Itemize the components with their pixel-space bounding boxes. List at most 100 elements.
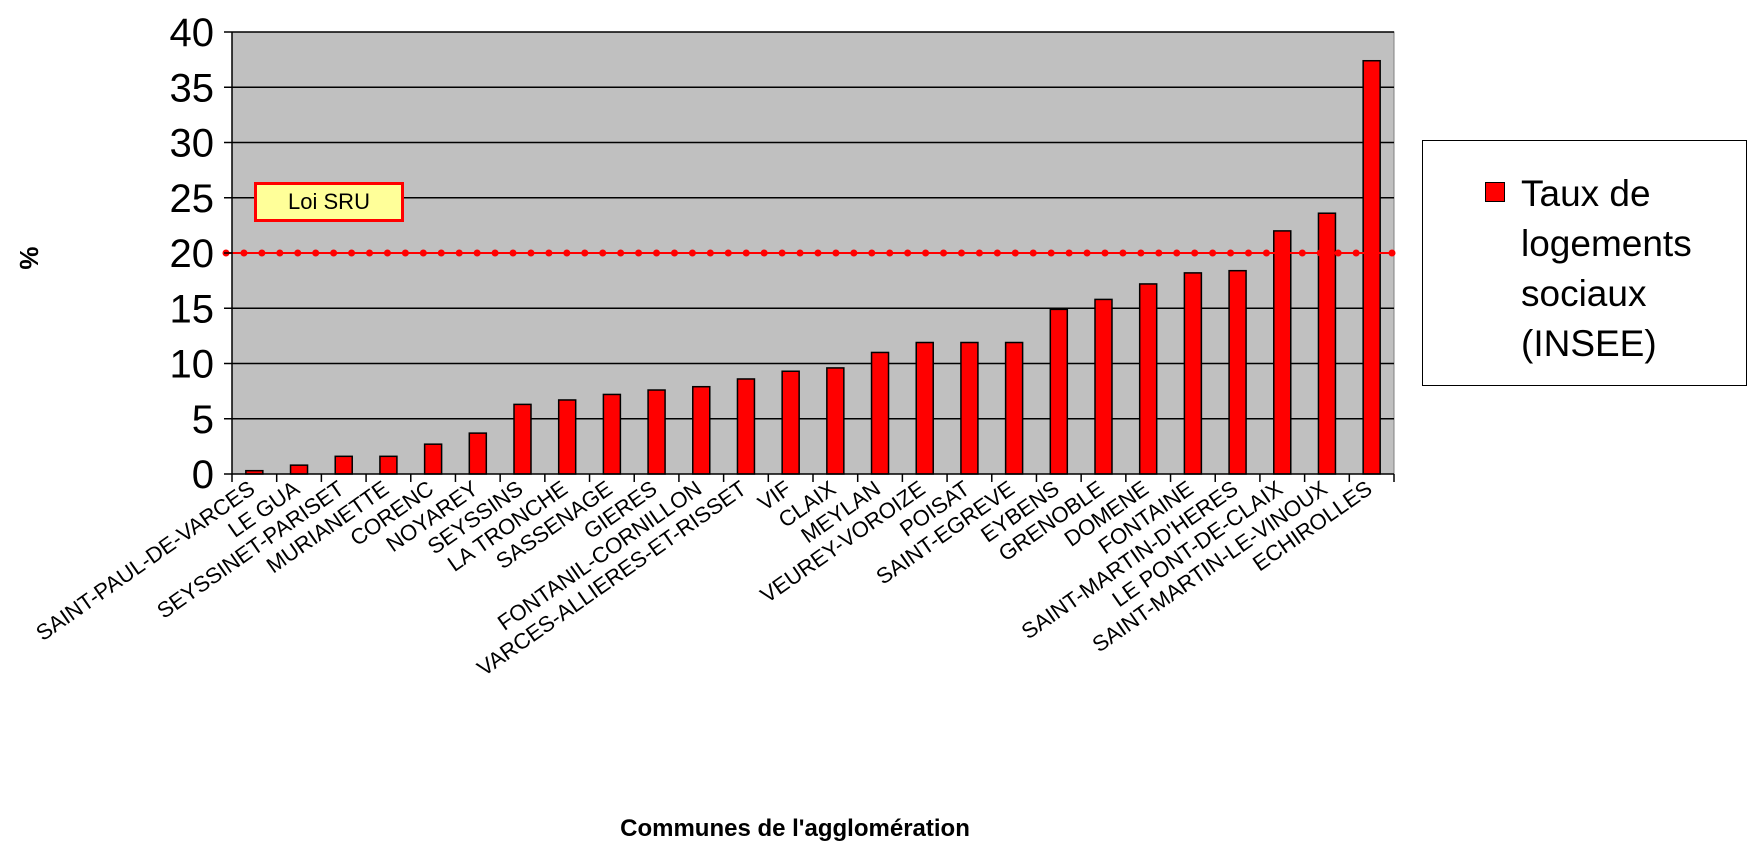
- reference-dot: [312, 249, 320, 257]
- reference-dot: [635, 249, 643, 257]
- reference-dot: [1280, 249, 1288, 257]
- legend: Taux de logements sociaux (INSEE): [1422, 140, 1747, 386]
- reference-dot: [599, 249, 607, 257]
- bar: [1094, 298, 1113, 475]
- bar: [1183, 272, 1203, 475]
- reference-dot: [1047, 249, 1055, 257]
- reference-dot: [1316, 249, 1324, 257]
- reference-dot: [1173, 249, 1181, 257]
- y-tick-label: 35: [170, 66, 215, 110]
- reference-dot: [742, 249, 750, 257]
- reference-dot: [1352, 249, 1360, 257]
- reference-dot: [1262, 249, 1270, 257]
- reference-dot: [1334, 249, 1342, 257]
- reference-dot: [886, 249, 894, 257]
- reference-dot: [509, 249, 517, 257]
- bar: [557, 399, 577, 475]
- reference-dot: [957, 249, 965, 257]
- reference-dot: [1191, 249, 1199, 257]
- bar: [1362, 59, 1381, 475]
- reference-dot: [366, 249, 374, 257]
- reference-dot: [814, 249, 822, 257]
- reference-dot: [1388, 249, 1396, 257]
- bar: [468, 432, 488, 475]
- bar: [513, 403, 532, 475]
- reference-dot: [922, 249, 930, 257]
- bar: [602, 393, 622, 475]
- y-tick-label: 25: [170, 177, 215, 221]
- reference-dot: [401, 249, 409, 257]
- y-tick-label: 5: [192, 398, 214, 442]
- y-axis-label: %: [14, 246, 44, 269]
- bar: [1138, 283, 1158, 475]
- bar: [692, 385, 711, 475]
- bars: [245, 59, 1381, 475]
- reference-dot: [240, 249, 248, 257]
- reference-dot: [455, 249, 463, 257]
- reference-dot: [330, 249, 338, 257]
- reference-dot: [1370, 249, 1378, 257]
- bar: [915, 341, 934, 475]
- reference-dot: [1083, 249, 1091, 257]
- reference-dot: [294, 249, 302, 257]
- reference-dot: [563, 249, 571, 257]
- bar: [870, 351, 890, 475]
- reference-dot: [1011, 249, 1019, 257]
- reference-dot: [1029, 249, 1037, 257]
- bar: [736, 378, 756, 475]
- reference-dot: [617, 249, 625, 257]
- bar: [1228, 269, 1247, 475]
- reference-dot: [1065, 249, 1073, 257]
- bar: [379, 455, 398, 475]
- bar: [647, 389, 666, 475]
- bar: [1004, 341, 1024, 475]
- reference-dot: [1244, 249, 1252, 257]
- reference-dot: [1209, 249, 1217, 257]
- reference-dot: [724, 249, 732, 257]
- bar: [334, 455, 353, 475]
- reference-dot: [1119, 249, 1127, 257]
- bar: [781, 370, 800, 475]
- y-tick-label: 40: [170, 11, 215, 55]
- legend-label: Taux de logements sociaux (INSEE): [1521, 173, 1692, 364]
- bar: [423, 443, 443, 475]
- reference-dot: [688, 249, 696, 257]
- reference-dot: [491, 249, 499, 257]
- reference-dot: [383, 249, 391, 257]
- y-tick-label: 10: [170, 343, 215, 387]
- bar: [826, 367, 845, 475]
- reference-dot: [545, 249, 553, 257]
- reference-dot: [850, 249, 858, 257]
- reference-dot: [670, 249, 678, 257]
- reference-dot: [832, 249, 840, 257]
- bar: [1049, 308, 1069, 475]
- reference-dot: [778, 249, 786, 257]
- y-tick-labels: 0 5 10 15 20 25 30 35 40: [170, 11, 232, 497]
- loi-sru-label: Loi SRU: [254, 182, 404, 222]
- reference-dot: [760, 249, 768, 257]
- reference-dot: [473, 249, 481, 257]
- reference-dot: [437, 249, 445, 257]
- reference-line: [222, 249, 1396, 257]
- reference-dot: [993, 249, 1001, 257]
- reference-dot: [527, 249, 535, 257]
- reference-dot: [706, 249, 714, 257]
- y-tick-label: 0: [192, 453, 214, 497]
- reference-dot: [581, 249, 589, 257]
- x-axis-label: Communes de l'agglomération: [620, 815, 970, 842]
- reference-dot: [348, 249, 356, 257]
- reference-dot: [1227, 249, 1235, 257]
- reference-dot: [904, 249, 912, 257]
- reference-dot: [975, 249, 983, 257]
- reference-dot: [868, 249, 876, 257]
- reference-dot: [1298, 249, 1306, 257]
- reference-dot: [419, 249, 427, 257]
- reference-dot: [653, 249, 661, 257]
- reference-dot: [1155, 249, 1163, 257]
- bar: [1273, 230, 1292, 475]
- reference-dot: [796, 249, 804, 257]
- reference-dot: [276, 249, 284, 257]
- legend-swatch: [1485, 182, 1505, 202]
